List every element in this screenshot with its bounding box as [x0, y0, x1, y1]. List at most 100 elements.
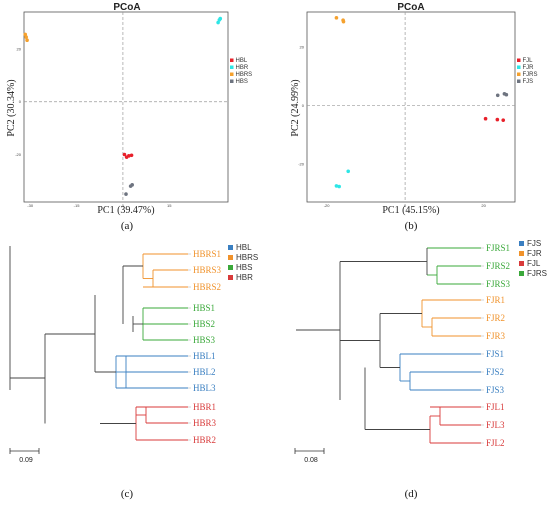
leaf-label-hbr2: HBR2 [193, 435, 216, 445]
dendrogram-panel-d: FJRS1 FJRS2 FJRS3 FJR1 FJR2 FJR3 FJS1 FJS2 FJS3 F… [294, 239, 547, 500]
y-tick-label: 0 [302, 103, 305, 108]
legend-swatch-fjr [519, 251, 524, 256]
leaf-label-hbs2: HBS2 [193, 319, 215, 329]
scatter-point-hbrs [25, 38, 29, 43]
y-tick-label: -20 [15, 152, 22, 157]
leaf-label-fjl2: FJL2 [486, 438, 505, 448]
chart-title-a: PCoA [113, 2, 140, 13]
panel-label-a: (a) [121, 220, 134, 232]
legend-label-hbrs: HBRS [236, 72, 253, 78]
panel-label-d: (d) [405, 488, 418, 500]
x-tick-label: 0 [404, 203, 407, 208]
legend-label-hbs: HBS [236, 79, 248, 85]
y-tick-label: -20 [298, 162, 305, 167]
x-tick-label: -30 [27, 203, 34, 208]
legend-label-fjr: FJR [527, 249, 542, 258]
legend-label-hbr: HBR [236, 65, 249, 71]
legend-label-fjs: FJS [523, 79, 534, 85]
legend-swatch-hbrs [228, 255, 233, 260]
scatter-point-fjr [337, 184, 341, 189]
x-axis-label-b: PC1 (45.15%) [382, 205, 439, 216]
tree-branches-d [296, 247, 484, 444]
scale-bar-label-d: 0.08 [304, 457, 318, 464]
scatter-point-fjl [501, 118, 506, 122]
legend-swatch-hbl [228, 245, 233, 250]
legend-label-hbl: HBL [236, 243, 252, 252]
leaf-label-hbs1: HBS1 [193, 303, 215, 313]
tick-labels-a: -30 -15 0 15 20 0 -20 [15, 46, 172, 208]
y-tick-label: 0 [19, 99, 22, 104]
legend-swatch-hbs [230, 79, 234, 83]
scale-bar-label-c: 0.09 [19, 457, 33, 464]
legend-swatch-fjs [517, 79, 521, 83]
legend-label-fjr: FJR [523, 65, 535, 71]
legend-swatch-hbl [230, 58, 234, 62]
scatter-point-hbrs [24, 35, 28, 39]
plot-frame-a [23, 11, 229, 203]
legend-swatch-fjrs [517, 72, 521, 76]
legend-swatch-hbs [228, 265, 233, 270]
legend-swatch-fjrs [519, 271, 524, 276]
leaf-label-hbr1: HBR1 [193, 402, 216, 412]
legend-label-hbl: HBL [236, 58, 248, 64]
scatter-point-hbl [129, 153, 134, 158]
zero-lines-a [24, 12, 228, 202]
leaf-label-fjs3: FJS3 [486, 385, 505, 395]
scatter-point-fjrs [341, 19, 346, 24]
legend-swatch-fjl [517, 58, 521, 62]
y-axis-label-b: PC2 (24.99%) [290, 79, 301, 136]
panel-label-b: (b) [405, 220, 418, 232]
tree-leaves-c: HBRS1 HBRS3 HBRS2 HBS1 HBS2 HBS3 HBL1 HBL2 HBL3 H… [193, 249, 222, 445]
legend-label-fjrs: FJRS [527, 269, 547, 278]
x-tick-label: -20 [324, 203, 331, 208]
legend-swatch-hbr [230, 65, 234, 69]
panel-label-c: (c) [121, 488, 134, 500]
leaf-label-hbr3: HBR3 [193, 418, 217, 428]
leaf-label-hbl1: HBL1 [193, 351, 216, 361]
x-tick-label: 15 [167, 203, 172, 208]
scatter-point-fjs [495, 93, 500, 98]
leaf-label-hbrs2: HBRS2 [193, 282, 221, 292]
scatter-point-hbs [124, 192, 128, 196]
scatter-point-fjl [495, 117, 500, 122]
leaf-label-fjl3: FJL3 [486, 420, 505, 430]
leaf-label-fjr3: FJR3 [486, 331, 506, 341]
leaf-label-fjs1: FJS1 [486, 349, 504, 359]
legend-swatch-fjs [519, 241, 524, 246]
leaf-label-fjl1: FJL1 [486, 402, 505, 412]
legend-swatch-fjl [519, 261, 524, 266]
legend-swatch-fjr [517, 65, 521, 69]
legend-label-fjrs: FJRS [523, 72, 538, 78]
plot-frame-b [306, 11, 516, 203]
leaf-label-hbrs1: HBRS1 [193, 249, 221, 259]
tree-branches-c [9, 246, 191, 441]
leaf-label-hbrs3: HBRS3 [193, 265, 222, 275]
leaf-label-fjrs1: FJRS1 [486, 243, 510, 253]
scatter-point-hbr [218, 16, 223, 21]
y-tick-label: 20 [17, 46, 22, 51]
legend-swatch-hbr [228, 275, 233, 280]
x-axis-label-a: PC1 (39.47%) [97, 205, 154, 216]
y-tick-label: 20 [300, 45, 305, 50]
leaf-label-fjr2: FJR2 [486, 313, 505, 323]
leaf-label-fjs2: FJS2 [486, 367, 504, 377]
scatter-point-hbl [122, 152, 127, 157]
x-tick-label: -15 [74, 203, 81, 208]
leaf-label-fjrs2: FJRS2 [486, 261, 510, 271]
scatter-points-b [334, 16, 509, 189]
y-axis-label-a: PC2 (30.34%) [6, 79, 17, 136]
legend-label-hbrs: HBRS [236, 253, 258, 262]
legend-label-hbr: HBR [236, 273, 253, 282]
scatter-point-fjs [504, 92, 509, 97]
chart-title-b: PCoA [397, 2, 424, 13]
leaf-label-hbl2: HBL2 [193, 367, 216, 377]
scatter-point-hbs [130, 183, 134, 187]
scatter-point-fjr [346, 169, 351, 174]
scatter-point-hbl [126, 154, 131, 158]
dendrogram-panel-c: HBRS1 HBRS3 HBRS2 HBS1 HBS2 HBS3 HBL1 HBL2 HBL3 H… [9, 243, 258, 500]
